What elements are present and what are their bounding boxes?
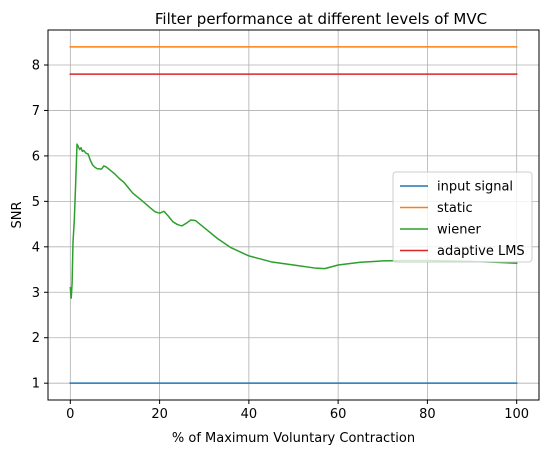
legend-label: static (437, 201, 473, 216)
x-tick-label: 80 (419, 407, 436, 422)
legend-box (392, 171, 533, 263)
x-axis-label: % of Maximum Voluntary Contraction (172, 431, 415, 446)
y-tick-label: 2 (32, 331, 40, 346)
series-line-wiener (69, 143, 518, 299)
plot-frame (47, 29, 540, 401)
y-tick-label: 8 (32, 59, 40, 74)
x-tick-label: 100 (504, 407, 529, 422)
legend-label: input signal (437, 180, 513, 195)
x-tick-label: 20 (151, 407, 168, 422)
x-tick-label: 0 (66, 407, 74, 422)
y-tick-label: 7 (32, 104, 40, 119)
series-layer (69, 46, 518, 384)
y-axis-label: SNR (10, 201, 25, 228)
x-tick-label: 60 (330, 407, 347, 422)
legend-label: wiener (437, 223, 481, 238)
legend-label: adaptive LMS (437, 244, 525, 259)
x-tick-label: 40 (241, 407, 258, 422)
y-tick-label: 1 (32, 377, 40, 392)
y-tick-label: 4 (32, 240, 40, 255)
chart-title: Filter performance at different levels o… (155, 10, 487, 28)
ticks: 0 20 40 60 80 100 1 2 3 4 5 6 7 8 (32, 59, 529, 423)
legend: input signal static wiener adaptive LMS (392, 171, 533, 263)
y-tick-label: 6 (32, 149, 40, 164)
y-tick-label: 5 (32, 195, 40, 210)
y-tick-label: 3 (32, 286, 40, 301)
